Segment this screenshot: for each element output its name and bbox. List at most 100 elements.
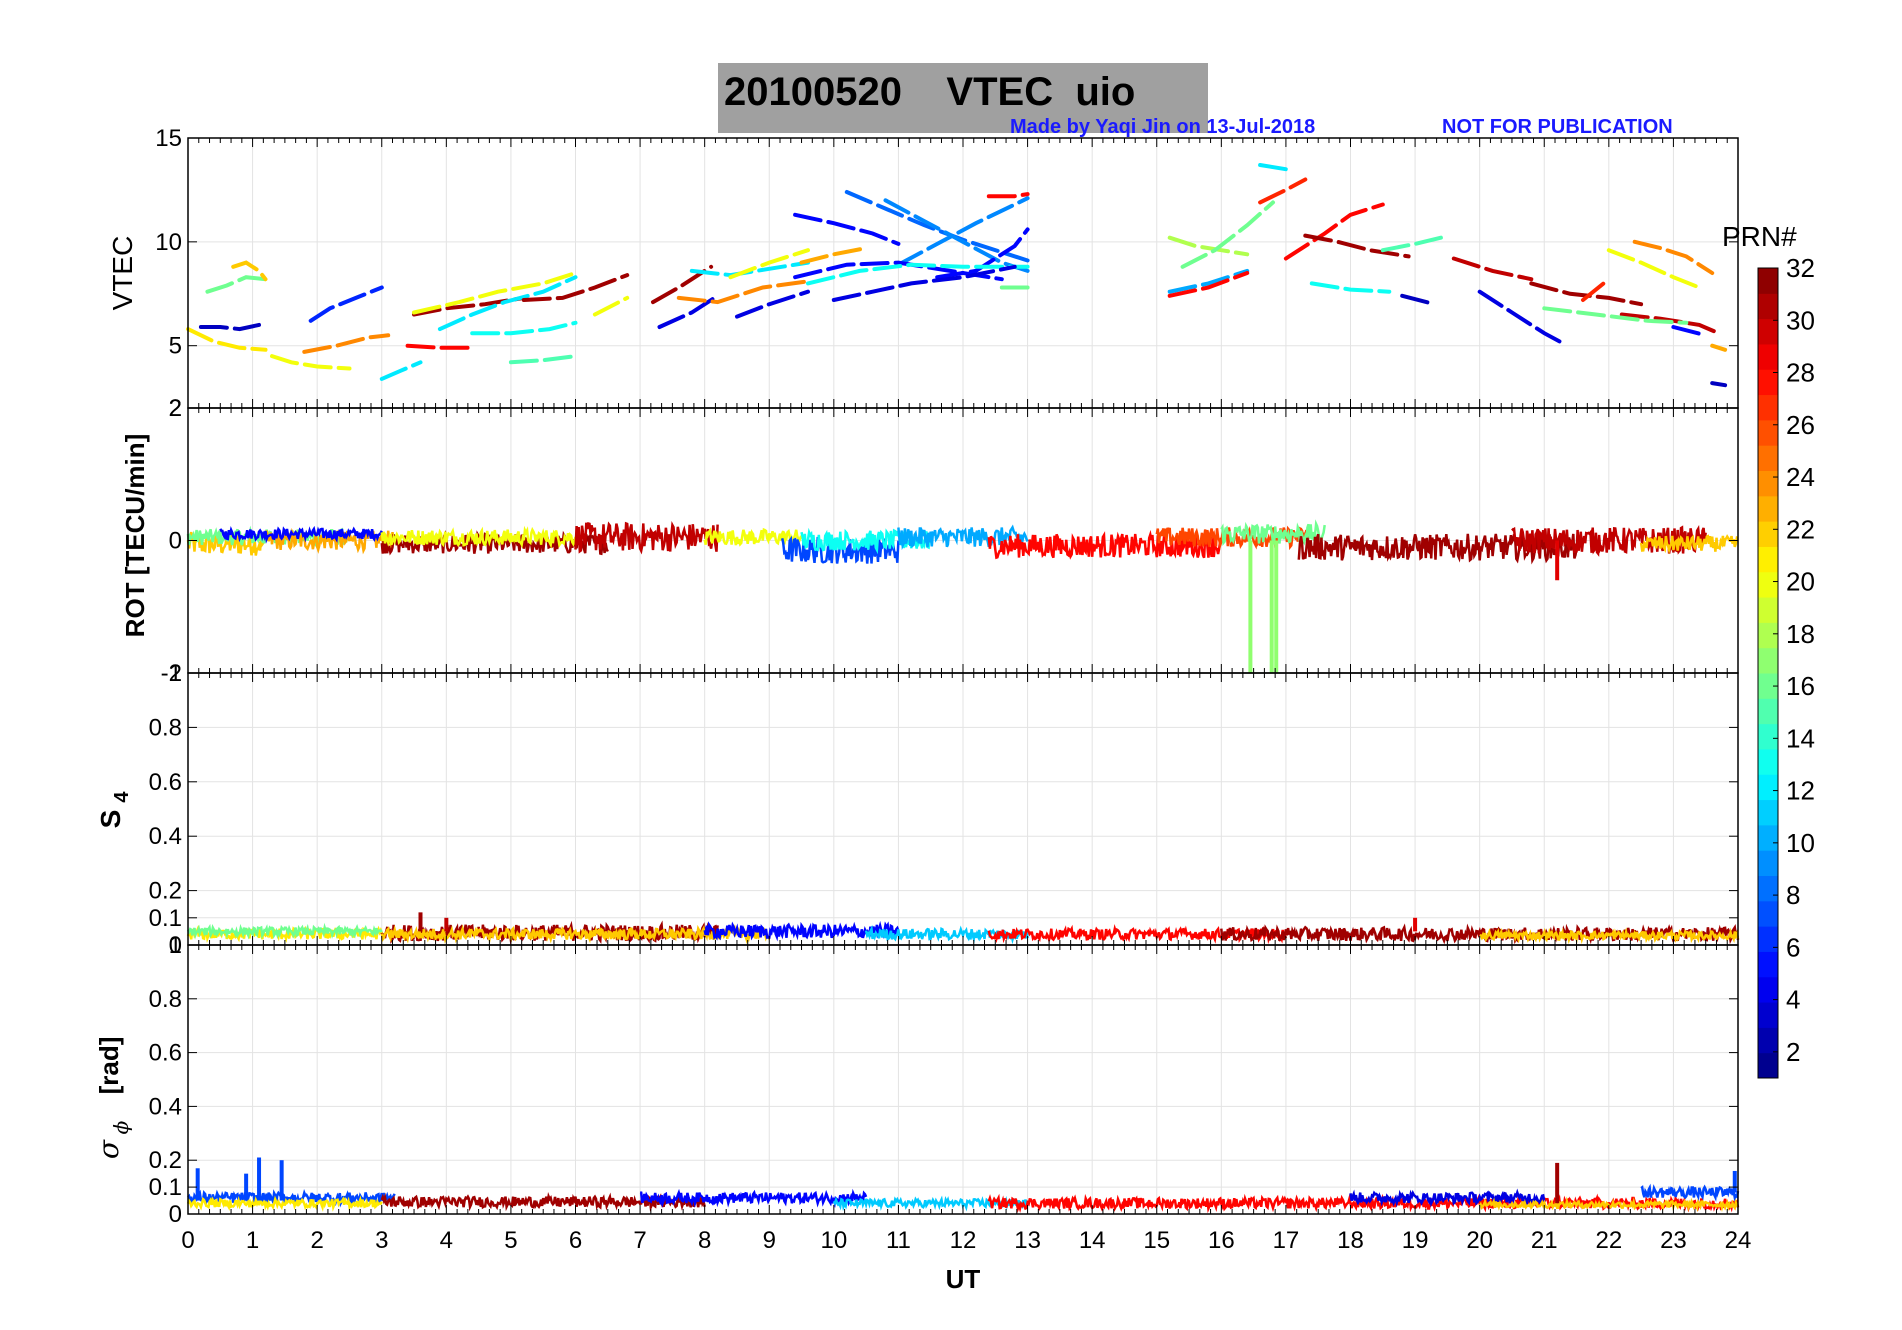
x-tick-label: 2 xyxy=(310,1227,323,1254)
vtec-trace-prn-24 xyxy=(302,333,391,354)
x-tick-label: 19 xyxy=(1402,1227,1429,1254)
y-tick-label: -2 xyxy=(161,660,182,687)
colorbar-tick-label: 6 xyxy=(1786,932,1800,962)
x-tick-label: 1 xyxy=(246,1227,259,1254)
vtec-trace-prn-3 xyxy=(198,322,261,332)
y-tick-label: 0.4 xyxy=(149,823,182,850)
vtec-trace-prn-10 xyxy=(1167,268,1250,294)
colorbar-tick-label: 8 xyxy=(1786,880,1800,910)
colorbar-segment xyxy=(1758,1027,1778,1054)
colorbar-tick-label: 10 xyxy=(1786,828,1815,858)
vtec-trace-prn-23 xyxy=(799,246,869,265)
trace-band-prn-22 xyxy=(1479,927,1740,945)
vtec-trace-prn-16 xyxy=(1542,306,1689,325)
colorbar-segment xyxy=(1758,268,1778,294)
y-tick-label: 0.1 xyxy=(149,1174,182,1201)
colorbar-tick-label: 32 xyxy=(1786,253,1815,283)
vtec-trace-prn-12 xyxy=(1258,163,1288,172)
x-tick-label: 23 xyxy=(1660,1227,1687,1254)
vtec-trace-prn-15 xyxy=(1380,235,1443,253)
trace-band-prn-30 xyxy=(574,521,719,555)
trace-band-prn-10 xyxy=(897,524,1029,551)
y-axis-label: σ xyxy=(92,1139,125,1159)
vtec-trace-prn-20 xyxy=(728,248,810,280)
y-tick-label: 0.4 xyxy=(149,1093,182,1120)
y-tick-label: 0 xyxy=(169,932,182,959)
trace-band-prn-7 xyxy=(187,1189,396,1208)
colorbar-segment xyxy=(1758,622,1778,649)
y-axis-label: S xyxy=(95,810,126,829)
colorbar-segment xyxy=(1758,369,1778,396)
colorbar-segment xyxy=(1758,951,1778,978)
colorbar-label: PRN# xyxy=(1722,221,1797,252)
x-tick-label: 15 xyxy=(1143,1227,1170,1254)
x-tick-label: 0 xyxy=(181,1227,194,1254)
x-tick-label: 6 xyxy=(569,1227,582,1254)
figure-title: 20100520 VTEC uio xyxy=(724,70,1135,115)
y-tick-label: 0.2 xyxy=(149,878,182,905)
y-axis-label-subscript: 4 xyxy=(111,791,133,803)
vtec-trace-prn-5 xyxy=(1671,325,1708,338)
colorbar-segment xyxy=(1758,723,1778,750)
vtec-trace-prn-3 xyxy=(1710,381,1728,388)
colorbar-tick-label: 16 xyxy=(1786,671,1815,701)
x-tick-label: 3 xyxy=(375,1227,388,1254)
vtec-trace-prn-28 xyxy=(1167,271,1250,298)
colorbar-tick-label: 14 xyxy=(1786,723,1815,753)
credit-line: Made by Yaqi Jin on 13-Jul-2018 xyxy=(1010,116,1316,138)
x-tick-label: 7 xyxy=(633,1227,646,1254)
x-tick-label: 4 xyxy=(440,1227,453,1254)
colorbar-segment xyxy=(1758,495,1778,522)
colorbar-segment xyxy=(1758,647,1778,674)
x-tick-label: 21 xyxy=(1531,1227,1558,1254)
x-tick-label: 17 xyxy=(1273,1227,1300,1254)
colorbar-segment xyxy=(1758,1052,1778,1079)
y-axis-label: ROT [TECU/min] xyxy=(120,434,150,638)
y-axis-label-group: σϕ [rad] xyxy=(92,1037,133,1159)
vtec-trace-prn-5 xyxy=(935,227,1030,280)
trace-band-prn-30 xyxy=(1511,524,1707,557)
x-tick-label: 9 xyxy=(763,1227,776,1254)
vtec-trace-prn-24 xyxy=(676,279,810,305)
x-tick-label: 16 xyxy=(1208,1227,1235,1254)
x-tick-label: 20 xyxy=(1466,1227,1493,1254)
vtec-trace-prn-3 xyxy=(1400,293,1437,307)
colorbar-segment xyxy=(1758,673,1778,699)
panel-3: 00.10.2 0.4 0.6 0.8 1 S 4 xyxy=(95,660,1740,959)
colorbar-tick-label: 2 xyxy=(1786,1037,1800,1067)
vtec-trace-prn-28 xyxy=(986,192,1030,199)
trace-band-prn-20 xyxy=(703,527,803,547)
y-tick-label: 0 xyxy=(169,528,182,555)
vtec-trace-prn-16 xyxy=(205,275,268,294)
colorbar-segment xyxy=(1758,521,1778,547)
colorbar-tick-label: 4 xyxy=(1786,985,1800,1015)
y-axis-label-unit: [rad] xyxy=(94,1037,124,1095)
colorbar-segment xyxy=(1758,875,1778,902)
colorbar-tick-label: 22 xyxy=(1786,514,1815,544)
trace-band-prn-22 xyxy=(1639,534,1739,555)
trace-band-prn-16 xyxy=(186,922,383,940)
x-tick-label: 11 xyxy=(886,1227,911,1254)
title-quantity-station: VTEC uio xyxy=(946,70,1136,114)
colorbar-frame xyxy=(1757,267,1779,1079)
vtec-trace-prn-31 xyxy=(1529,281,1644,307)
y-tick-label: 15 xyxy=(155,125,182,152)
colorbar-segment xyxy=(1758,824,1778,851)
colorbar-segment xyxy=(1758,293,1778,320)
y-tick-label: 2 xyxy=(169,395,182,422)
panel-1: 2 5 10 15 VTEC xyxy=(107,125,1739,422)
trace-band-prn-5 xyxy=(639,1188,868,1209)
vtec-trace-prn-20 xyxy=(412,271,578,315)
vtec-trace-prn-28 xyxy=(1283,202,1385,261)
x-tick-label: 14 xyxy=(1079,1227,1106,1254)
y-tick-label: 1 xyxy=(169,932,182,959)
trace-band-prn-11 xyxy=(832,1195,1029,1212)
colorbar-segment xyxy=(1758,850,1778,876)
y-axis-label: VTEC xyxy=(107,236,138,311)
vtec-trace-prn-18 xyxy=(1167,235,1250,257)
y-tick-label: 5 xyxy=(169,333,182,360)
vtec-trace-prn-31 xyxy=(521,273,630,302)
vtec-trace-prn-12 xyxy=(379,360,423,381)
colorbar-segment xyxy=(1758,571,1778,598)
